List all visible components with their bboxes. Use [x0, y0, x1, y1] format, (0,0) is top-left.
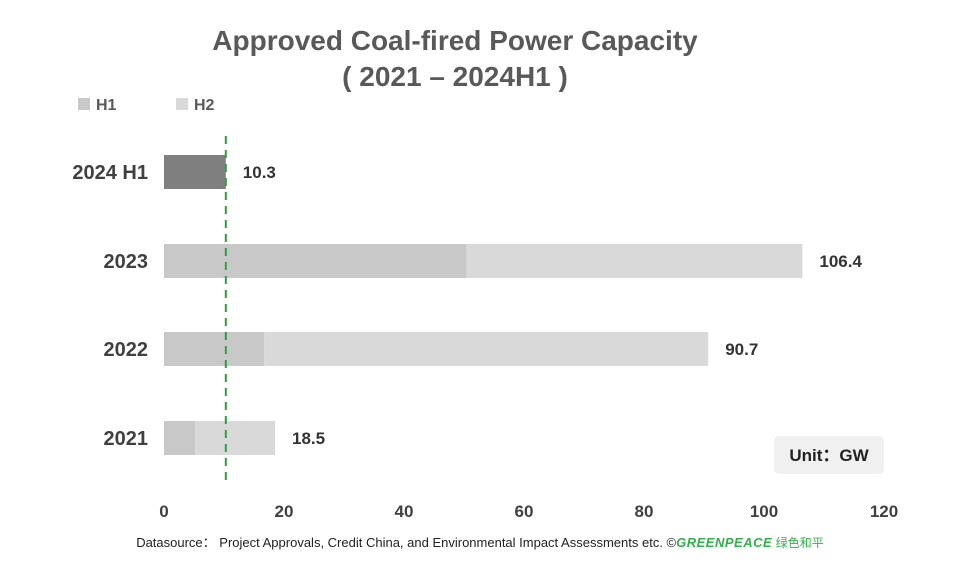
source-footer: Datasource： Project Approvals, Credit Ch…	[0, 532, 960, 551]
data-label: 90.7	[725, 340, 758, 359]
data-label: 106.4	[819, 252, 862, 271]
bar-h2	[466, 244, 803, 278]
x-tick-label: 80	[635, 502, 654, 521]
unit-label: Unit：GW	[789, 446, 869, 465]
bar-h1	[164, 155, 226, 189]
category-label: 2021	[104, 428, 149, 450]
x-tick-label: 100	[750, 502, 778, 521]
category-label: 2022	[104, 339, 149, 361]
greenpeace-logo: GREENPEACE	[676, 535, 773, 550]
greenpeace-logo-cn: 绿色和平	[775, 536, 824, 550]
x-tick-label: 40	[395, 502, 414, 521]
chart: Approved Coal-fired Power Capacity ( 202…	[72, 25, 898, 521]
data-label: 10.3	[243, 163, 276, 182]
x-tick-label: 20	[275, 502, 294, 521]
x-tick-label: 60	[515, 502, 534, 521]
source-text: Datasource： Project Approvals, Credit Ch…	[136, 535, 677, 550]
legend: H1 H2	[78, 97, 215, 114]
data-label: 18.5	[292, 429, 325, 448]
bars-group: 2024 H1 10.3 2023 106.4 2022 90.7 2021 18.5	[72, 155, 862, 455]
chart-title: Approved Coal-fired Power Capacity	[212, 25, 698, 56]
unit-box-background	[774, 436, 884, 474]
bar-h1	[164, 332, 265, 366]
legend-swatch-h2	[176, 98, 188, 110]
x-tick-label: 0	[159, 502, 168, 521]
category-label: 2023	[104, 251, 149, 273]
x-tick-label: 120	[870, 502, 898, 521]
category-label: 2024 H1	[72, 162, 148, 184]
x-axis-ticks: 0 20 40 60 80 100 120	[159, 502, 898, 521]
unit-box: Unit：GW	[774, 436, 884, 474]
bar-h2	[264, 332, 709, 366]
bar-h2	[195, 421, 275, 455]
legend-label-h2: H2	[194, 97, 215, 114]
legend-label-h1: H1	[96, 97, 117, 114]
legend-swatch-h1	[78, 98, 90, 110]
bar-h1	[164, 244, 467, 278]
bar-h1	[164, 421, 196, 455]
chart-subtitle: ( 2021 – 2024H1 )	[342, 61, 568, 92]
